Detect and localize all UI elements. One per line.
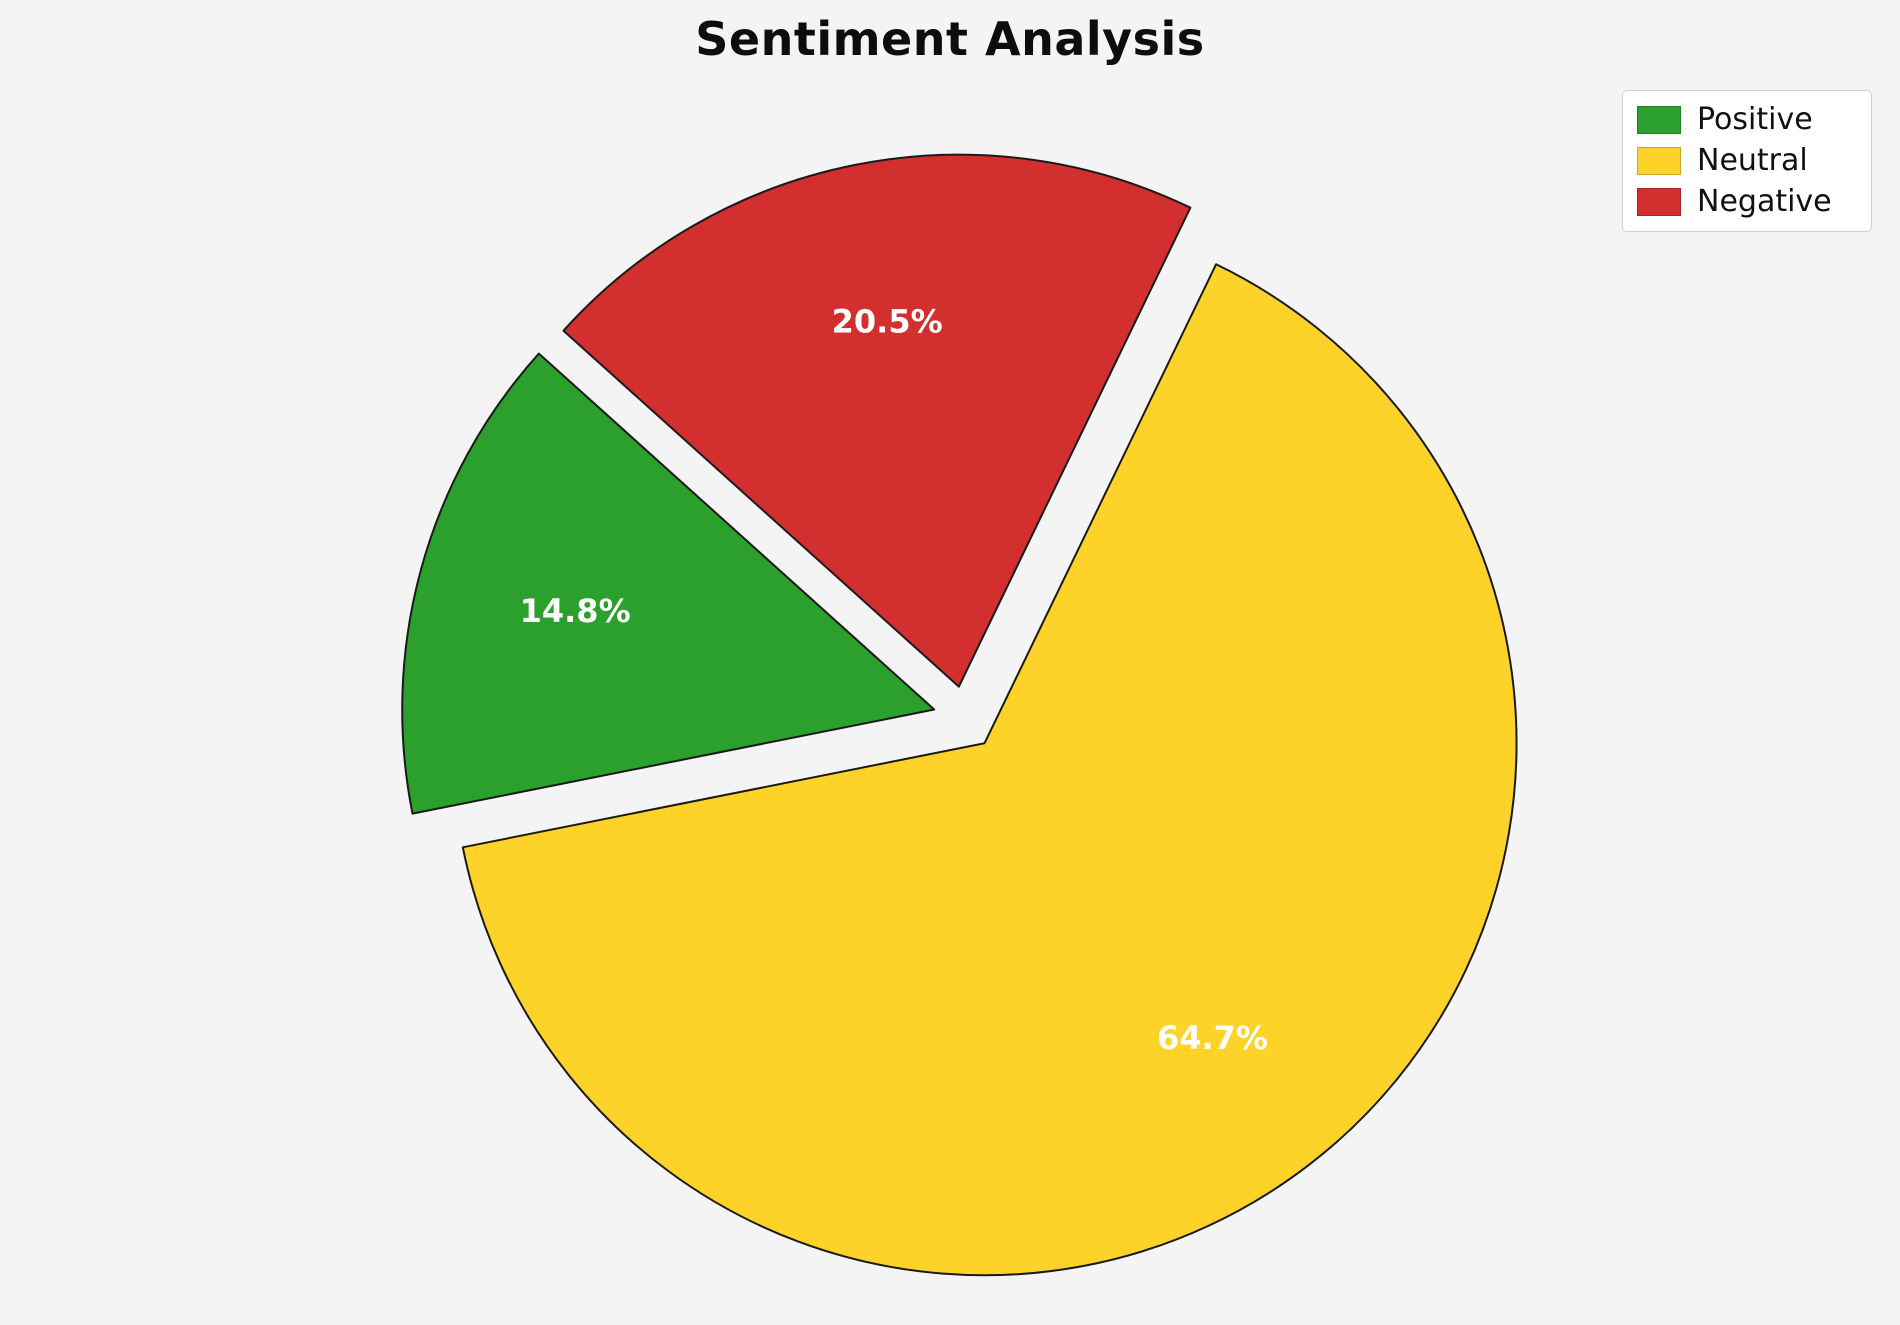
legend-swatch-neutral — [1637, 147, 1681, 175]
pie-slice-neutral — [461, 263, 1518, 1277]
chart-title: Sentiment Analysis — [695, 12, 1205, 66]
legend-item-positive: Positive — [1637, 105, 1851, 135]
legend-label-positive: Positive — [1697, 102, 1813, 137]
legend-swatch-negative — [1637, 188, 1681, 216]
pie-slice-pct-positive: 14.8% — [520, 592, 631, 630]
pie-slice-positive — [401, 352, 936, 815]
legend-item-neutral: Neutral — [1637, 146, 1851, 176]
pie-slice-pct-negative: 20.5% — [832, 302, 943, 340]
legend: Positive Neutral Negative — [1622, 90, 1872, 232]
legend-swatch-positive — [1637, 106, 1681, 134]
legend-label-negative: Negative — [1697, 184, 1832, 219]
pie-slice-negative — [562, 153, 1192, 688]
legend-label-neutral: Neutral — [1697, 143, 1808, 178]
legend-item-negative: Negative — [1637, 187, 1851, 217]
pie-slice-pct-neutral: 64.7% — [1157, 1019, 1268, 1057]
